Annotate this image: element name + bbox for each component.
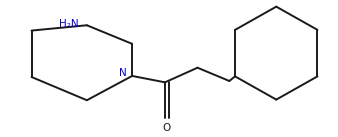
Text: N: N [119,68,127,78]
Text: O: O [163,123,171,133]
Text: H₂N: H₂N [59,19,78,29]
